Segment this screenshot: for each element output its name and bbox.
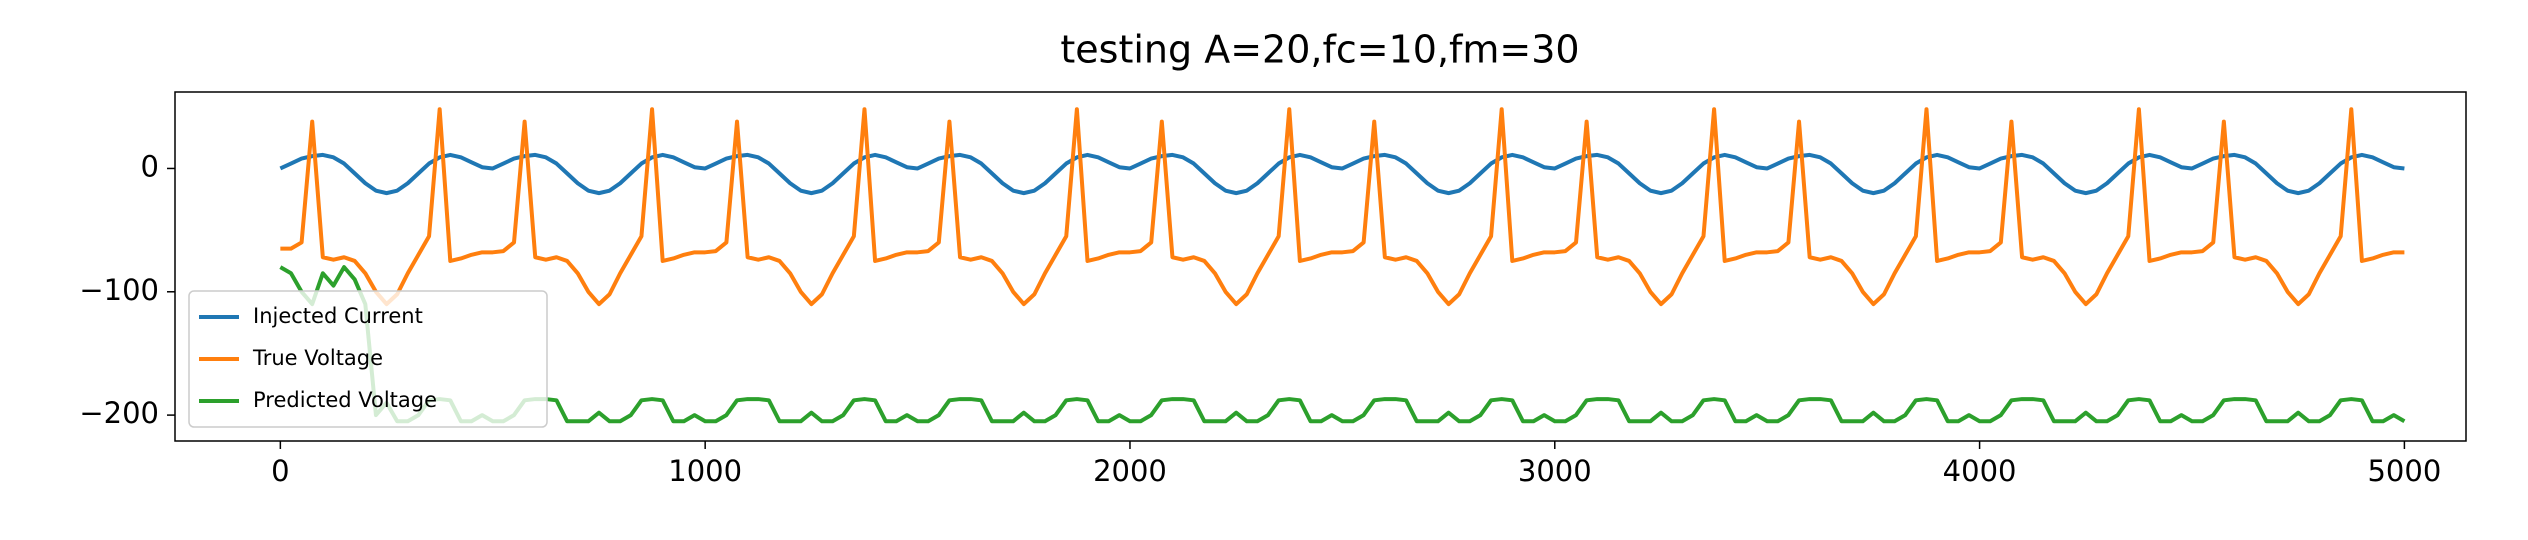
x-tick-label: 5000 [2367, 454, 2441, 488]
y-tick-label: −200 [79, 396, 159, 430]
x-tick-label: 2000 [1093, 454, 1167, 488]
x-tick-label: 1000 [668, 454, 742, 488]
x-tick-label: 3000 [1518, 454, 1592, 488]
plot-frame [174, 91, 2467, 442]
series-line [279, 152, 2405, 196]
series-line [280, 107, 2405, 307]
legend-label: Injected Current [253, 304, 423, 328]
y-tick-label: −100 [79, 273, 159, 307]
x-tick-label: 4000 [1943, 454, 2017, 488]
legend-box [188, 290, 548, 428]
x-tick-label: 0 [271, 454, 289, 488]
legend-label: True Voltage [252, 346, 383, 370]
legend-label: Predicted Voltage [253, 388, 437, 412]
series-line [279, 265, 2406, 424]
chart-title: testing A=20,fc=10,fm=30 [1060, 28, 1579, 72]
y-tick-label: 0 [141, 149, 159, 183]
